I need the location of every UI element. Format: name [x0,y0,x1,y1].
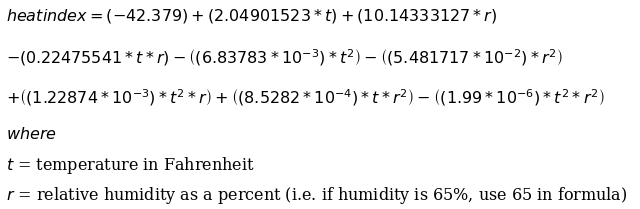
Text: $-(0.22475541*\mathit{t}*\mathit{r}) - \left((6.83783*10^{-3})*\mathit{t}^{2}\ri: $-(0.22475541*\mathit{t}*\mathit{r}) - \… [6,47,563,68]
Text: $\mathit{where}$: $\mathit{where}$ [6,126,57,143]
Text: $+\left((1.22874*10^{-3})*\mathit{t}^{2}*\mathit{r}\right)+\left((8.5282*10^{-4}: $+\left((1.22874*10^{-3})*\mathit{t}^{2}… [6,88,605,108]
Text: $\mathit{heatindex} = (-42.379) + (2.04901523 * \mathit{t}) + (10.14333127 * \ma: $\mathit{heatindex} = (-42.379) + (2.049… [6,7,498,25]
Text: $\mathit{r}$ = relative humidity as a percent (i.e. if humidity is 65%, use 65 i: $\mathit{r}$ = relative humidity as a pe… [6,185,628,206]
Text: $\mathit{t}$ = temperature in Fahrenheit: $\mathit{t}$ = temperature in Fahrenheit [6,155,255,176]
